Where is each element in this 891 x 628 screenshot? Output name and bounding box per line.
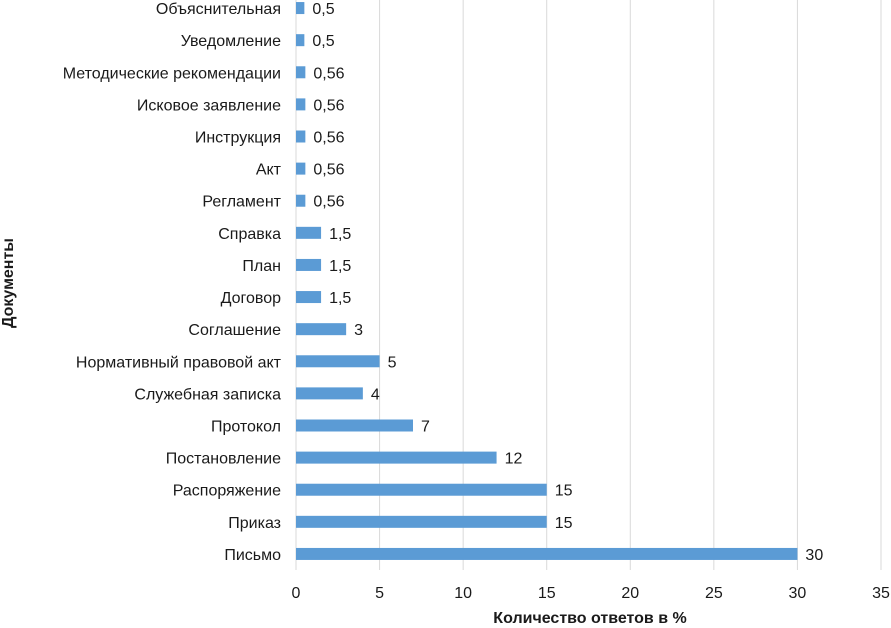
- gridlines: [295, 0, 882, 570]
- bar: [296, 515, 547, 528]
- bar: [296, 451, 497, 464]
- data-label: 0,56: [313, 194, 344, 211]
- bar: [296, 194, 306, 207]
- y-axis-title: Документы: [0, 238, 17, 328]
- x-axis-title: Количество ответов в %: [493, 610, 686, 627]
- data-label: 30: [805, 547, 823, 564]
- bar: [296, 34, 305, 47]
- bar: [296, 66, 306, 79]
- data-label: 3: [354, 322, 363, 339]
- bars: [296, 2, 798, 560]
- data-label: 0,56: [313, 162, 344, 179]
- data-label: 12: [505, 451, 523, 468]
- category-label: Протокол: [211, 419, 281, 436]
- data-label: 1,5: [329, 226, 351, 243]
- data-label: 0,56: [313, 130, 344, 147]
- data-label: 0,56: [313, 97, 344, 114]
- x-tick-label: 15: [538, 585, 556, 602]
- category-label: Справка: [218, 226, 281, 243]
- bar: [296, 162, 306, 175]
- data-label: 1,5: [329, 290, 351, 307]
- bar: [296, 355, 380, 368]
- bar: [296, 226, 322, 239]
- bar: [296, 98, 306, 111]
- x-tick-label: 25: [705, 585, 723, 602]
- x-tick-label: 10: [454, 585, 472, 602]
- category-label: Письмо: [224, 547, 281, 564]
- data-label: 1,5: [329, 258, 351, 275]
- x-tick-labels: 0 5 10 15 20 25 30 35: [292, 585, 890, 602]
- bar: [296, 130, 306, 143]
- x-tick-label: 30: [789, 585, 807, 602]
- category-label: Исковое заявление: [137, 97, 281, 114]
- data-labels: 3015151274531,51,51,50,560,560,560,560,5…: [312, 1, 823, 564]
- category-label: Соглашение: [188, 322, 281, 339]
- x-tick-label: 5: [375, 585, 384, 602]
- category-label: Методические рекомендации: [63, 65, 281, 82]
- category-labels: Письмо Приказ Распоряжение Постановление Про…: [63, 1, 282, 564]
- data-label: 7: [421, 419, 430, 436]
- category-label: Распоряжение: [173, 483, 281, 500]
- category-label: Служебная записка: [134, 386, 281, 403]
- data-label: 4: [371, 386, 380, 403]
- bar: [296, 291, 322, 304]
- category-label: Акт: [256, 162, 282, 179]
- category-label: Договор: [221, 290, 282, 307]
- data-label: 15: [555, 515, 573, 532]
- category-label: План: [242, 258, 281, 275]
- bar: [296, 2, 305, 15]
- category-label: Нормативный правовой акт: [76, 354, 282, 371]
- data-label: 0,5: [312, 33, 334, 50]
- bar: [296, 547, 798, 560]
- data-label: 5: [388, 354, 397, 371]
- category-label: Приказ: [228, 515, 281, 532]
- x-tick-label: 20: [621, 585, 639, 602]
- data-label: 0,56: [313, 65, 344, 82]
- bar: [296, 387, 363, 400]
- category-label: Постановление: [166, 451, 281, 468]
- category-label: Регламент: [202, 194, 281, 211]
- category-label: Уведомление: [181, 33, 281, 50]
- bar: [296, 483, 547, 496]
- x-tick-label: 35: [872, 585, 890, 602]
- data-label: 15: [555, 483, 573, 500]
- x-tick-label: 0: [292, 585, 301, 602]
- category-label: Объяснительная: [156, 1, 281, 18]
- category-label: Инструкция: [195, 130, 281, 147]
- data-label: 0,5: [312, 1, 334, 18]
- bar: [296, 258, 322, 271]
- bar: [296, 419, 413, 432]
- bar: [296, 323, 347, 336]
